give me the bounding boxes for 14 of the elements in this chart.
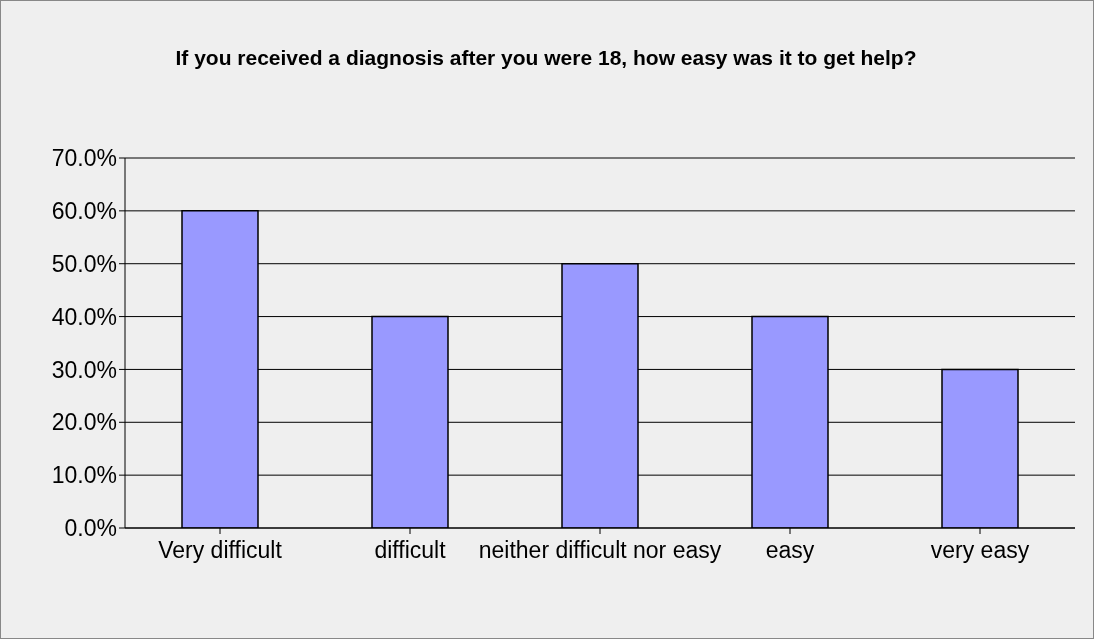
x-tick-label: very easy [930, 537, 1030, 564]
y-tick-label: 30.0% [51, 356, 117, 383]
x-tick-label: Very difficult [158, 537, 283, 564]
y-tick-label: 10.0% [51, 462, 117, 489]
y-tick-label: 60.0% [51, 198, 117, 225]
chart-title: If you received a diagnosis after you were 18, how easy was it to get help? [174, 45, 918, 71]
x-tick-label: difficult [374, 537, 447, 564]
y-tick-label: 20.0% [51, 409, 117, 436]
y-tick-label: 50.0% [51, 250, 117, 277]
y-tick-label: 70.0% [51, 145, 117, 172]
x-tick-label: neither difficult nor easy [478, 537, 722, 564]
x-tick-label: easy [765, 537, 815, 564]
y-tick-label: 0.0% [64, 515, 117, 542]
y-tick-label: 40.0% [51, 303, 117, 330]
